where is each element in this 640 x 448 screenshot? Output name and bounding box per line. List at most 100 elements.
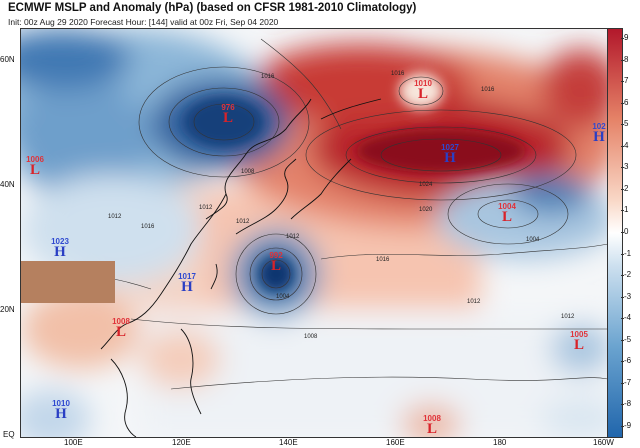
lat-label-60n: 60N — [0, 55, 15, 64]
pressure-value: 976 — [221, 103, 235, 112]
colorbar-tick-label: -2 — [624, 270, 632, 280]
pressure-center-1010-south: 1010 H — [49, 399, 73, 422]
colorbar-tick-label: 2 — [624, 183, 629, 193]
pressure-value: 1006 — [26, 155, 44, 164]
high-pressure-symbol: H — [181, 279, 193, 295]
colorbar-tick — [621, 188, 624, 190]
pressure-value: 1004 — [498, 202, 516, 211]
map-panel: 976 L 1010 L 1027 H 102 H 1006 L 1023 H … — [20, 28, 609, 438]
colorbar-tick — [621, 167, 624, 169]
low-pressure-symbol: L — [573, 337, 584, 353]
pressure-center-1008-west: 1008 L — [109, 317, 133, 340]
colorbar-tick — [621, 296, 624, 298]
low-pressure-symbol: L — [417, 86, 428, 102]
isobar-label: 1016 — [391, 71, 405, 77]
colorbar-tick-label: -3 — [624, 291, 632, 301]
pressure-value: 1008 — [112, 317, 130, 326]
pressure-value: 1027 — [441, 143, 459, 152]
pressure-center-1008-south: 1008 L — [420, 414, 444, 437]
colorbar-tick-label: 8 — [624, 54, 629, 64]
lon-label-120e: 120E — [172, 438, 191, 447]
colorbar-tick-label: 4 — [624, 140, 629, 150]
colorbar-tick-label: 1 — [624, 205, 629, 215]
colorbar-tick — [621, 318, 624, 320]
coastlines — [100, 98, 382, 437]
masked-region — [21, 261, 115, 303]
lon-label-140e: 140E — [279, 438, 298, 447]
pressure-center-1017: 1017 H — [175, 272, 199, 295]
pressure-value: 1005 — [570, 330, 588, 339]
low-pressure-symbol: L — [501, 209, 512, 225]
colorbar-tick — [621, 38, 624, 39]
colorbar-tick — [621, 426, 624, 427]
colorbar-tick-label: -9 — [624, 421, 632, 430]
pressure-center-992: 992 L — [266, 251, 286, 274]
colorbar-tick — [621, 145, 624, 147]
isobar-label: 1016 — [376, 257, 390, 263]
pressure-center-1023: 1023 H — [48, 237, 72, 260]
isobar-label: 1004 — [276, 294, 290, 300]
colorbar-tick — [621, 361, 624, 363]
pressure-value: 1010 — [414, 79, 432, 88]
lon-label-160w: 160W — [593, 438, 614, 447]
pressure-value: 1017 — [178, 272, 196, 281]
colorbar-tick — [621, 339, 624, 341]
colorbar-tick-label: -4 — [624, 313, 632, 323]
map-subtitle: Init: 00z Aug 29 2020 Forecast Hour: [14… — [8, 17, 279, 27]
isobar-label: 1024 — [419, 182, 433, 188]
pressure-value: 1023 — [51, 237, 69, 246]
colorbar-tick-label: 3 — [624, 162, 629, 172]
pressure-center-1010: 1010 L — [411, 79, 435, 102]
isobar-label: 1016 — [141, 224, 155, 230]
isobar-label: 1004 — [526, 237, 540, 243]
colorbar-tick-label: 6 — [624, 97, 629, 107]
lon-label-160e: 160E — [386, 438, 405, 447]
colorbar-tick — [621, 404, 624, 406]
high-pressure-symbol: H — [55, 406, 67, 422]
lon-label-180: 180 — [493, 438, 507, 447]
lat-label-40n: 40N — [0, 180, 15, 189]
isobar-label: 1012 — [236, 219, 250, 225]
anomaly-colorbar — [607, 28, 623, 438]
pressure-center-1027: 1027 H — [438, 143, 462, 166]
isobar-label: 1008 — [304, 334, 318, 340]
isobars — [21, 38, 608, 390]
high-pressure-symbol: H — [444, 150, 456, 166]
colorbar-tick — [621, 59, 624, 61]
colorbar-tick-label: -1 — [624, 248, 632, 258]
isobar-label: 1020 — [419, 207, 433, 213]
isobar-label: 1008 — [241, 169, 255, 175]
colorbar-tick — [621, 382, 624, 384]
isobar-label: 1016 — [481, 87, 495, 93]
colorbar-tick — [621, 102, 624, 104]
high-pressure-symbol: H — [54, 244, 66, 260]
pressure-center-1006: 1006 L — [23, 155, 47, 178]
pressure-center-976: 976 L — [217, 103, 239, 126]
colorbar-tick-label: 5 — [624, 119, 629, 129]
isobar-label: 1012 — [561, 314, 575, 320]
colorbar-tick — [621, 81, 624, 83]
low-pressure-symbol: L — [29, 162, 40, 178]
pressure-value: 1010 — [52, 399, 70, 408]
colorbar-tick-label: -5 — [624, 334, 632, 344]
colorbar-tick — [621, 124, 624, 126]
low-pressure-symbol: L — [270, 258, 281, 274]
low-pressure-symbol: L — [426, 421, 437, 437]
isobar-label: 1012 — [286, 234, 300, 240]
high-pressure-symbol: H — [593, 129, 605, 145]
pressure-center-102: 102 H — [590, 122, 608, 145]
colorbar-tick-label: 7 — [624, 76, 629, 86]
mslp-anomaly-map — [21, 29, 608, 437]
low-pressure-symbol: L — [222, 110, 233, 126]
colorbar-tick — [621, 275, 624, 277]
isobar-label: 1016 — [261, 74, 275, 80]
colorbar-tick — [621, 232, 624, 233]
lat-label-eq: EQ — [3, 430, 15, 439]
colorbar-tick-label: -8 — [624, 399, 632, 409]
colorbar-tick-label: 0 — [624, 227, 629, 236]
isobar-label: 1012 — [108, 214, 122, 220]
isobar-label: 1012 — [467, 299, 481, 305]
colorbar-tick — [621, 210, 624, 212]
pressure-value: 992 — [269, 251, 283, 260]
pressure-value: 1008 — [423, 414, 441, 423]
